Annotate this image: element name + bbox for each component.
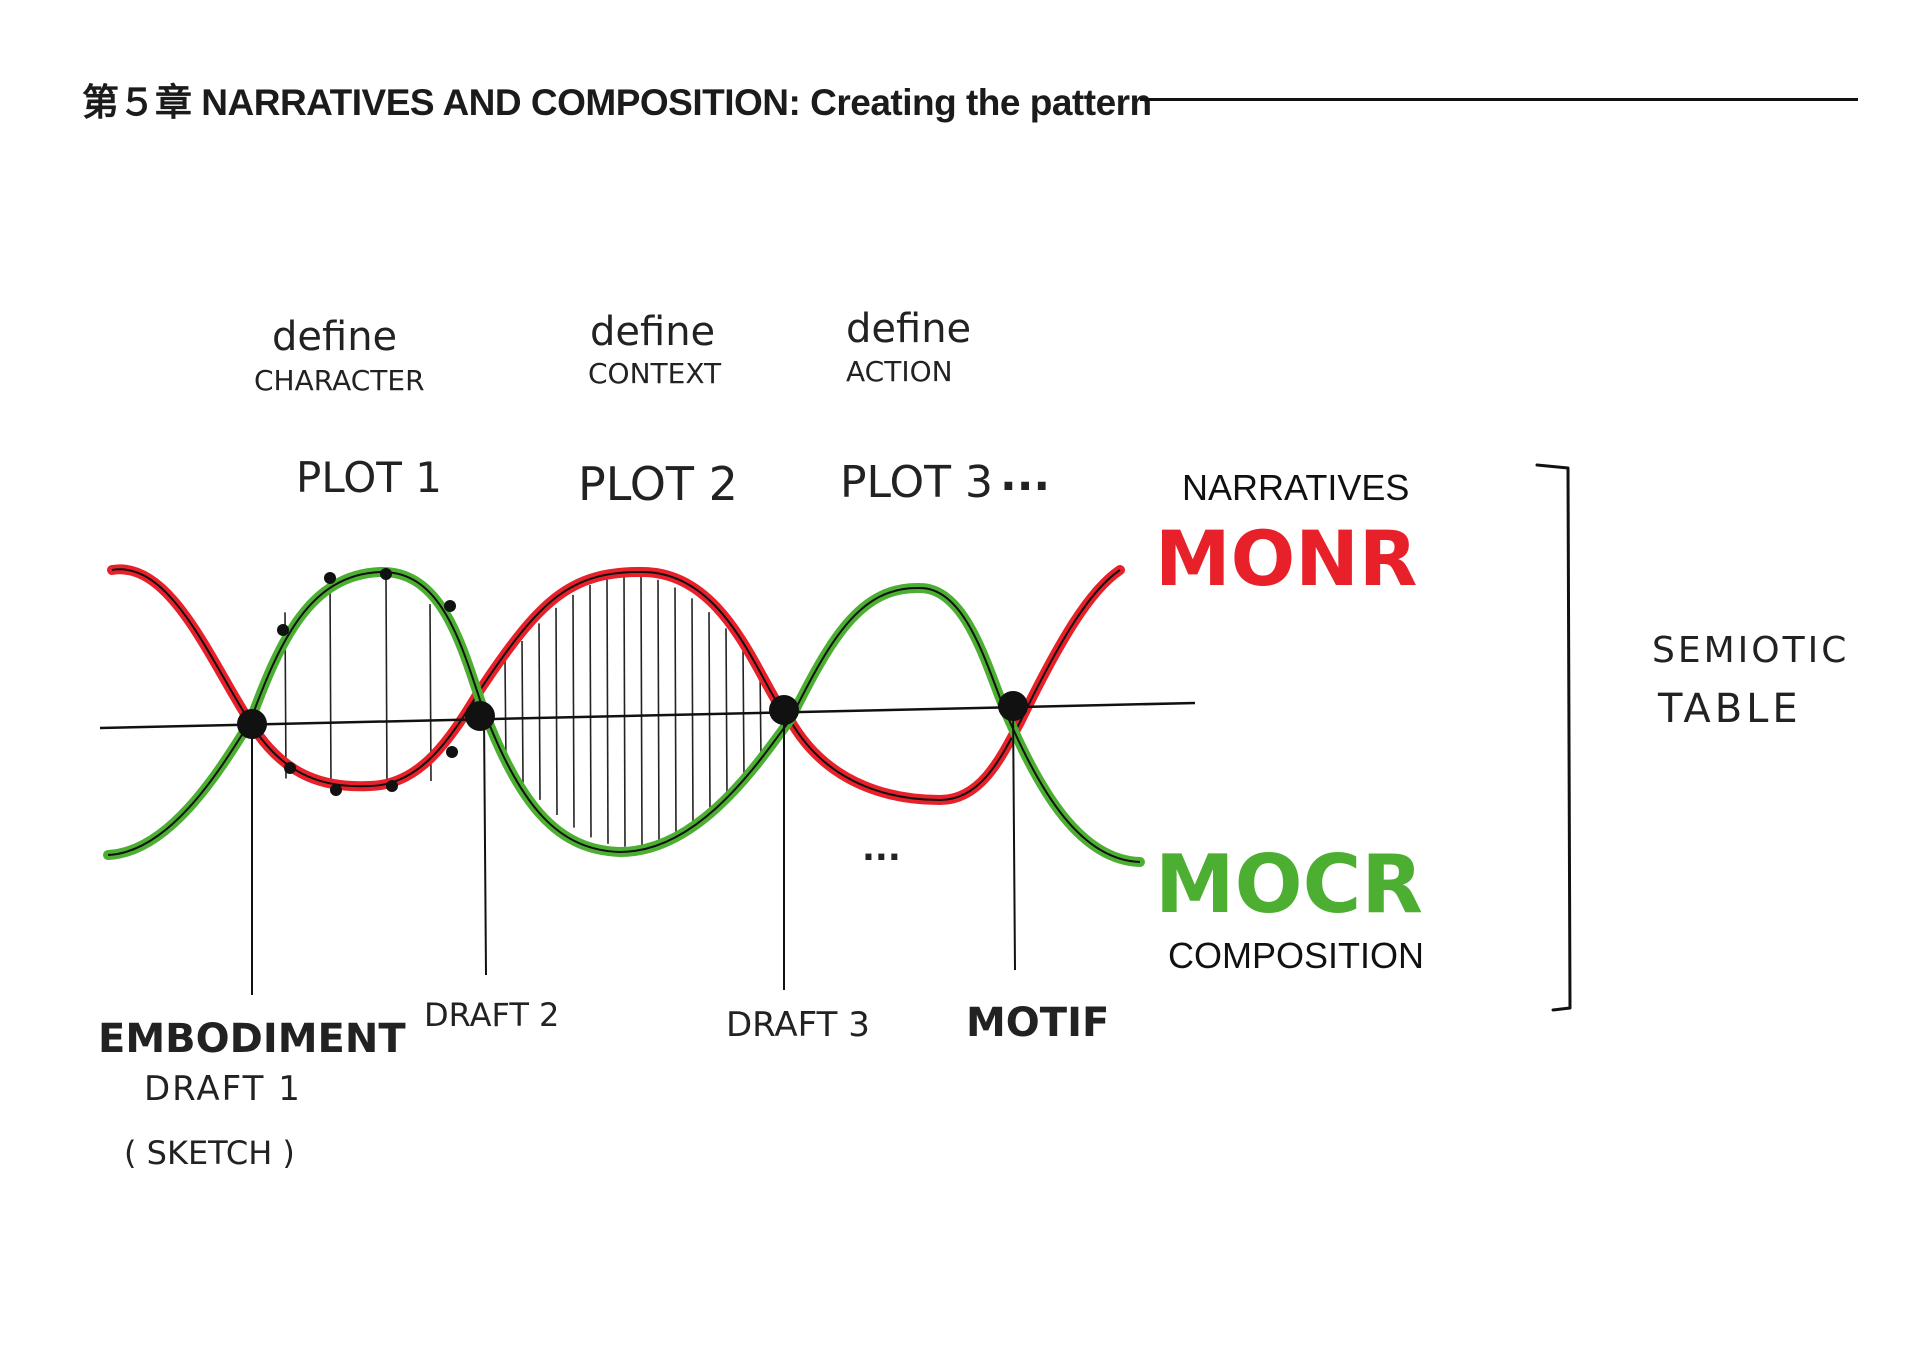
semiotic-bracket bbox=[1535, 463, 1572, 1012]
hatch-line bbox=[504, 660, 507, 764]
hatch-line bbox=[725, 628, 728, 796]
composition-label: COMPOSITION bbox=[1168, 935, 1424, 976]
motif-label: MOTIF bbox=[966, 1000, 1109, 1046]
hatch-line bbox=[555, 607, 558, 816]
hatch-line bbox=[742, 646, 745, 778]
header-rule bbox=[1140, 98, 1858, 101]
hatch-line bbox=[572, 594, 575, 828]
define-word-1: define bbox=[272, 314, 397, 360]
intersection-node-embodiment bbox=[237, 709, 267, 739]
hatch-line bbox=[691, 598, 694, 825]
mocr-curve-outline bbox=[107, 570, 1141, 863]
hatch-line bbox=[538, 623, 541, 800]
sketch-label: ( SKETCH ) bbox=[124, 1134, 295, 1172]
intersection-node-draft3 bbox=[769, 695, 799, 725]
draft-2-label: DRAFT 2 bbox=[424, 996, 559, 1034]
hatch-line bbox=[606, 578, 609, 844]
plot-1-label: PLOT 1 bbox=[296, 453, 442, 502]
hatch-line bbox=[623, 575, 626, 847]
motif-drop-line bbox=[1012, 705, 1016, 971]
plot-3-label: PLOT 3 bbox=[840, 457, 993, 508]
mocr-label: MOCR bbox=[1155, 838, 1423, 931]
define-term-character: CHARACTER bbox=[254, 364, 425, 397]
define-word-3: define bbox=[846, 306, 971, 352]
draft2-drop-line bbox=[483, 715, 487, 976]
middle-ellipsis: ... bbox=[862, 829, 901, 869]
intersection-node-motif bbox=[998, 691, 1028, 721]
define-term-action: ACTION bbox=[846, 355, 953, 388]
hatch-line bbox=[385, 578, 388, 789]
plot-2-label: PLOT 2 bbox=[578, 457, 738, 511]
page-title: 第５章 NARRATIVES AND COMPOSITION: Creating… bbox=[82, 82, 1152, 123]
define-term-context: CONTEXT bbox=[588, 357, 722, 390]
narratives-label: NARRATIVES bbox=[1182, 467, 1409, 508]
intersection-node-draft2 bbox=[465, 701, 495, 731]
draft-3-label: DRAFT 3 bbox=[726, 1005, 870, 1045]
plot1-dots bbox=[277, 568, 458, 796]
draft-1-label: DRAFT 1 bbox=[144, 1069, 302, 1109]
hatch-line bbox=[708, 612, 711, 811]
hatch-line bbox=[674, 587, 677, 835]
hatch-line bbox=[521, 641, 524, 783]
monr-label: MONR bbox=[1155, 514, 1417, 603]
table-label: TABLE bbox=[1657, 686, 1802, 732]
hatch-line bbox=[657, 579, 660, 843]
hatch-line bbox=[589, 584, 592, 838]
hatch-line bbox=[640, 575, 643, 847]
monr-curve-outline bbox=[111, 568, 1121, 802]
semiotic-label: SEMIOTIC bbox=[1652, 630, 1849, 671]
plot-ellipsis: ... bbox=[1000, 450, 1050, 501]
embodiment-label: EMBODIMENT bbox=[98, 1016, 406, 1062]
hatching bbox=[284, 575, 762, 847]
define-word-2: define bbox=[590, 309, 715, 355]
page-header: 第５章 NARRATIVES AND COMPOSITION: Creating… bbox=[82, 72, 1858, 132]
hatch-line bbox=[329, 582, 332, 788]
